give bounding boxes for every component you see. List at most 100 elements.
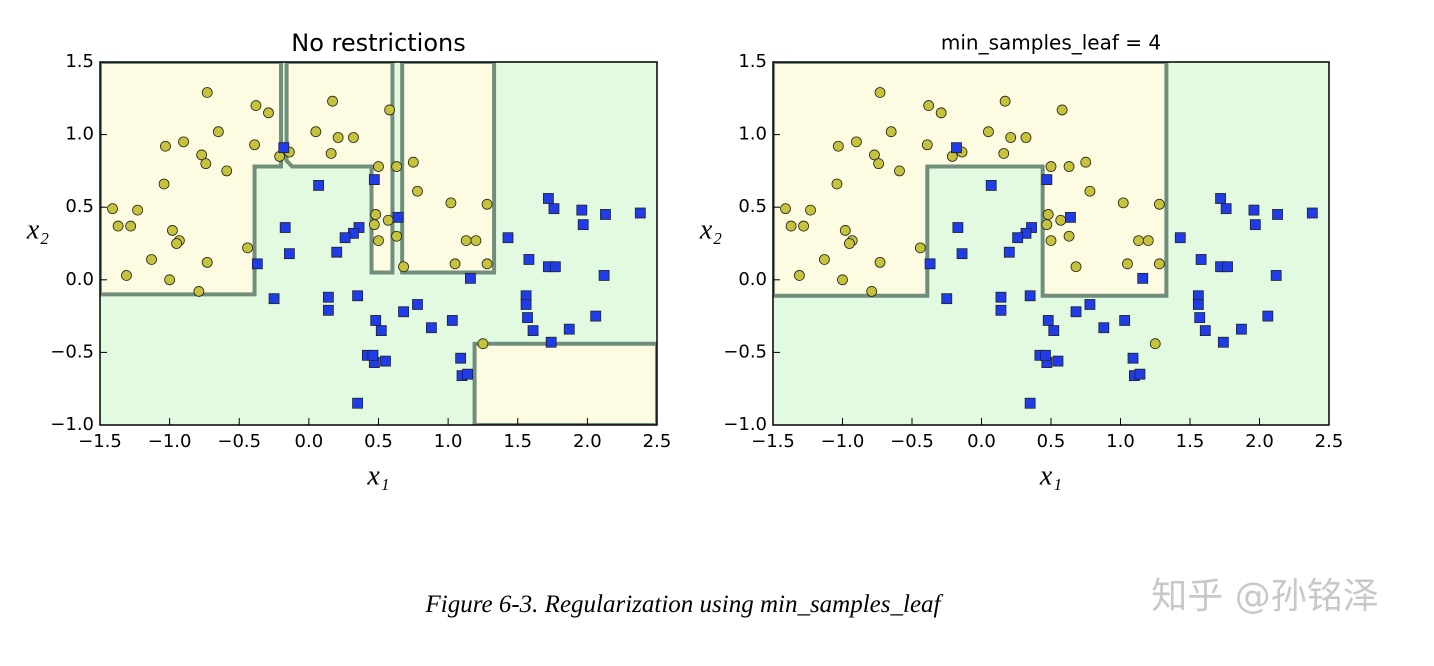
square-point [1040,349,1051,361]
regions [100,62,657,425]
circle-point [158,178,170,190]
x-tick-label: 2.0 [1245,431,1274,452]
square-point [412,299,423,310]
circle-point [221,165,233,177]
square-point [398,306,409,318]
x-tick-label: −1.5 [751,431,795,452]
chart-title: min_samples_leaf = 4 [941,31,1161,55]
square-point [1127,352,1139,364]
y-axis-label: x₂ [699,214,722,245]
square-point [545,336,557,348]
square-point [1041,174,1053,186]
circle-point [921,139,933,151]
circle-point [348,132,359,143]
circle-point [160,140,171,152]
circle-point [1063,161,1075,172]
circle-point [325,148,337,159]
x-tick-label: 2.5 [643,431,672,452]
square-point [251,258,263,270]
circle-point [798,220,809,232]
circle-point [391,161,403,172]
circle-point [983,126,994,138]
y-tick-label: 1.5 [65,51,94,72]
circle-point [1020,132,1032,143]
circle-point [412,185,423,197]
circle-point [1041,219,1053,231]
circle-point [470,235,482,246]
circle-point [1084,185,1096,197]
square-point [1217,336,1229,348]
square-point [1174,232,1186,244]
square-point [523,254,535,265]
circle-point [167,225,178,236]
circle-point [449,258,461,270]
x-tick-label: −0.5 [890,431,934,452]
square-point [370,315,382,326]
square-point [1220,203,1232,215]
circle-point [1063,230,1075,242]
circle-point [851,136,862,148]
square-point [1134,368,1146,380]
y-tick-label: −0.5 [723,341,767,362]
square-point [352,290,364,302]
square-point [995,304,1007,316]
square-point [1194,312,1206,323]
circle-point [1070,261,1082,273]
circle-point [1005,132,1017,143]
circle-point [196,149,208,161]
square-point [1003,246,1015,258]
square-point [985,180,997,191]
square-point [1222,261,1233,273]
circle-point [171,238,182,249]
square-point [322,291,334,303]
circle-point [1149,338,1161,350]
plot: −1.5 −1.0 −0.5 0.0 0.5 1.0 1.5 2.0 2.5−1.0−0.50.… [26,29,671,491]
circle-point [263,107,274,119]
square-point [1012,232,1024,244]
square-point [941,293,953,305]
circle-point [1045,235,1057,246]
circle-point [332,132,344,143]
y-tick-label: −1.0 [723,414,767,435]
square-point [542,193,554,204]
circle-point [164,274,176,286]
y-tick-label: 0.5 [65,196,94,217]
square-point [1098,322,1110,334]
square-point [1195,254,1207,265]
circle-point [885,126,897,138]
square-point [598,270,610,281]
square-point [590,310,602,322]
square-point [331,246,343,258]
square-point [1215,193,1226,204]
watermark: 知乎 @孙铭泽 [1151,576,1378,617]
circle-point [384,104,396,116]
circle-point [200,158,212,170]
square-point [520,299,532,310]
circle-point [1056,104,1068,116]
square-point [1119,315,1131,326]
circle-point [407,156,419,168]
circle-point [391,230,403,242]
square-point [548,203,560,215]
circle-point [327,95,338,107]
square-point [1199,325,1211,337]
square-point [313,180,325,191]
plot: −1.5 −1.0 −0.5 0.0 0.5 1.0 1.5 2.0 2.5−1.0−0.50.… [699,31,1343,492]
circle-point [1055,214,1067,226]
circle-point [201,87,213,98]
circle-point [132,204,143,216]
circle-point [832,140,844,152]
y-tick-label: −1.0 [50,414,94,435]
circle-point [107,203,118,215]
circle-point [250,100,262,111]
square-point [1137,272,1149,284]
circle-point [125,220,137,232]
x-tick-label: 1.0 [434,431,463,452]
square-point [956,248,968,260]
square-point [1070,306,1082,318]
square-point [1270,270,1282,281]
square-point [1024,290,1036,302]
x-axis-label: x₁ [366,460,389,491]
square-point [522,312,533,323]
circle-point [819,254,830,265]
